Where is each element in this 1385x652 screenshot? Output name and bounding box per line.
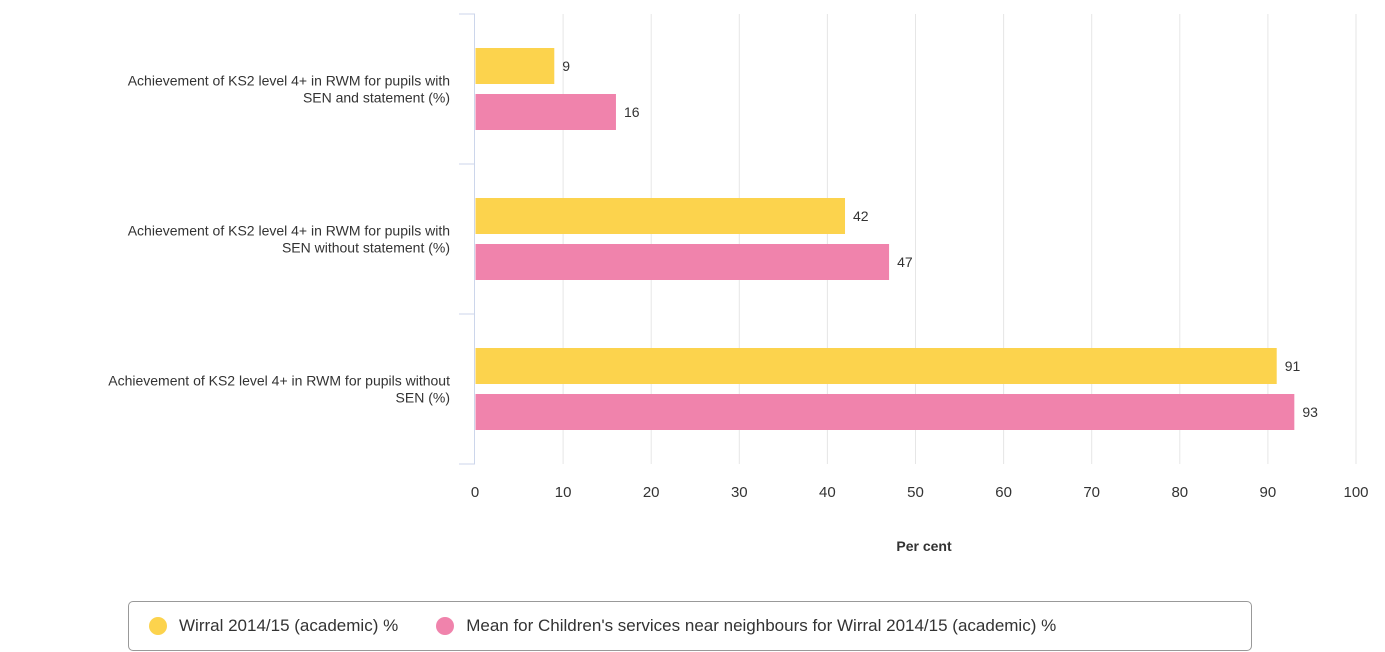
bar[interactable] xyxy=(476,198,846,234)
x-tick-label: 40 xyxy=(819,484,836,501)
data-label: 16 xyxy=(624,104,640,120)
data-label: 42 xyxy=(853,208,869,224)
legend-marker-icon xyxy=(149,617,167,635)
x-tick-label: 90 xyxy=(1260,484,1277,501)
x-tick-label: 100 xyxy=(1343,484,1368,501)
bars xyxy=(476,48,1295,430)
x-tick-label: 10 xyxy=(555,484,572,501)
category-label-line: SEN without statement (%) xyxy=(282,240,450,256)
category-axis xyxy=(459,14,475,464)
category-labels: Achievement of KS2 level 4+ in RWM for p… xyxy=(108,73,450,406)
category-label: Achievement of KS2 level 4+ in RWM for p… xyxy=(128,73,450,106)
bar[interactable] xyxy=(476,348,1277,384)
x-tick-label: 60 xyxy=(995,484,1012,501)
data-label: 91 xyxy=(1285,358,1301,374)
category-label: Achievement of KS2 level 4+ in RWM for p… xyxy=(128,223,450,256)
x-tick-label: 20 xyxy=(643,484,660,501)
bar[interactable] xyxy=(476,48,555,84)
bar[interactable] xyxy=(476,394,1295,430)
category-label-line: Achievement of KS2 level 4+ in RWM for p… xyxy=(128,223,450,239)
x-tick-label: 50 xyxy=(907,484,924,501)
x-tick-label: 0 xyxy=(471,484,479,501)
x-tick-label: 30 xyxy=(731,484,748,501)
bar-chart: 9 16 42 47 91 93 Achievement of KS2 level 4+ … xyxy=(0,0,1385,600)
data-label: 9 xyxy=(562,58,570,74)
category-label-line: Achievement of KS2 level 4+ in RWM for p… xyxy=(108,373,450,389)
data-label: 47 xyxy=(897,254,913,270)
category-label-line: Achievement of KS2 level 4+ in RWM for p… xyxy=(128,73,450,89)
x-tick-label: 80 xyxy=(1171,484,1188,501)
x-tick-labels: 0 10 20 30 40 50 60 70 80 90 100 xyxy=(471,484,1369,501)
legend-label: Mean for Children's services near neighb… xyxy=(466,616,1056,636)
x-tick-label: 70 xyxy=(1083,484,1100,501)
data-label: 93 xyxy=(1302,404,1318,420)
legend-item-near-neighbours[interactable]: Mean for Children's services near neighb… xyxy=(436,616,1056,636)
category-label-line: SEN (%) xyxy=(396,390,450,406)
legend-marker-icon xyxy=(436,617,454,635)
category-label-line: SEN and statement (%) xyxy=(303,90,450,106)
legend-label: Wirral 2014/15 (academic) % xyxy=(179,616,398,636)
legend-item-wirral[interactable]: Wirral 2014/15 (academic) % xyxy=(149,616,398,636)
bar[interactable] xyxy=(476,244,890,280)
x-axis-title: Per cent xyxy=(896,538,952,554)
category-label: Achievement of KS2 level 4+ in RWM for p… xyxy=(108,373,450,406)
bar[interactable] xyxy=(476,94,616,130)
legend: Wirral 2014/15 (academic) % Mean for Chi… xyxy=(128,601,1252,651)
